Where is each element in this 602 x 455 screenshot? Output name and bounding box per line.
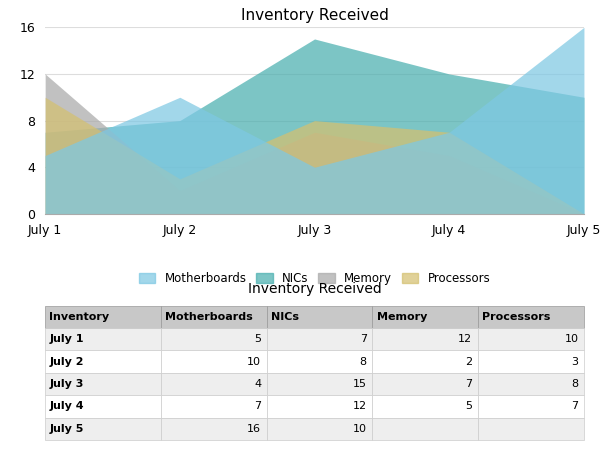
Text: 12: 12: [353, 401, 367, 411]
Bar: [478, 328, 584, 350]
Text: 16: 16: [247, 424, 261, 434]
Text: July 3: July 3: [49, 379, 84, 389]
Text: July 5: July 5: [49, 424, 84, 434]
Bar: [372, 328, 478, 350]
Bar: [372, 306, 478, 328]
Text: 7: 7: [571, 401, 579, 411]
Text: Inventory Received: Inventory Received: [247, 282, 382, 296]
Bar: [372, 350, 478, 373]
Text: Memory: Memory: [376, 312, 427, 322]
Bar: [478, 418, 584, 440]
Text: 10: 10: [565, 334, 579, 344]
Text: July 1: July 1: [49, 334, 84, 344]
Text: 4: 4: [254, 379, 261, 389]
Text: July 2: July 2: [49, 357, 84, 367]
Bar: [161, 328, 267, 350]
Bar: [478, 306, 584, 328]
Legend: Motherboards, NICs, Memory, Processors: Motherboards, NICs, Memory, Processors: [134, 268, 495, 290]
Text: 8: 8: [571, 379, 579, 389]
Bar: [478, 373, 584, 395]
Bar: [45, 418, 161, 440]
Text: Inventory: Inventory: [49, 312, 110, 322]
Bar: [372, 373, 478, 395]
Text: 3: 3: [571, 357, 579, 367]
Bar: [45, 350, 161, 373]
Text: 5: 5: [465, 401, 473, 411]
Bar: [161, 418, 267, 440]
Text: 8: 8: [359, 357, 367, 367]
Bar: [372, 418, 478, 440]
Text: 10: 10: [353, 424, 367, 434]
Bar: [478, 395, 584, 418]
Bar: [161, 373, 267, 395]
Bar: [478, 350, 584, 373]
Text: 7: 7: [254, 401, 261, 411]
Bar: [161, 350, 267, 373]
Title: Inventory Received: Inventory Received: [241, 8, 388, 23]
Bar: [45, 328, 161, 350]
Text: 15: 15: [353, 379, 367, 389]
Text: July 4: July 4: [49, 401, 84, 411]
Bar: [45, 306, 161, 328]
Bar: [45, 395, 161, 418]
Bar: [45, 373, 161, 395]
Text: Processors: Processors: [482, 312, 550, 322]
Text: 12: 12: [458, 334, 473, 344]
Bar: [372, 395, 478, 418]
Text: 10: 10: [247, 357, 261, 367]
Text: 7: 7: [359, 334, 367, 344]
Text: 5: 5: [254, 334, 261, 344]
Bar: [267, 418, 372, 440]
Bar: [161, 395, 267, 418]
Text: NICs: NICs: [271, 312, 299, 322]
Text: 7: 7: [465, 379, 473, 389]
Text: 2: 2: [465, 357, 473, 367]
Bar: [267, 373, 372, 395]
Bar: [161, 306, 267, 328]
Bar: [267, 306, 372, 328]
Text: Motherboards: Motherboards: [166, 312, 253, 322]
Bar: [267, 328, 372, 350]
Bar: [267, 395, 372, 418]
Bar: [267, 350, 372, 373]
